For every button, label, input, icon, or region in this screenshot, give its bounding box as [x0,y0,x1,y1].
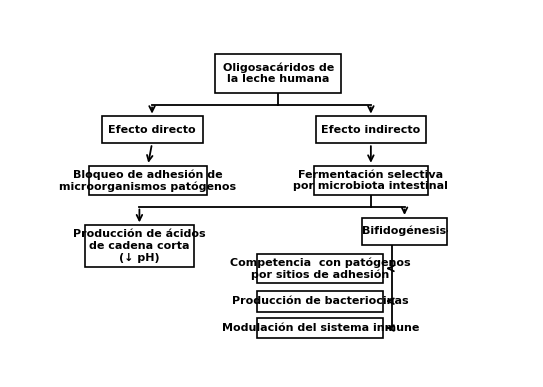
Text: Efecto indirecto: Efecto indirecto [321,125,420,135]
Text: Producción de bacteriocinas: Producción de bacteriocinas [232,296,409,306]
FancyBboxPatch shape [89,166,207,195]
Text: Oligosacáridos de
la leche humana: Oligosacáridos de la leche humana [223,62,334,84]
FancyBboxPatch shape [257,253,383,283]
Text: Competencia  con patógenos
por sitios de adhesión: Competencia con patógenos por sitios de … [230,257,411,280]
FancyBboxPatch shape [215,54,342,92]
FancyBboxPatch shape [85,225,194,267]
Text: Modulación del sistema inmune: Modulación del sistema inmune [222,323,419,333]
Text: Bloqueo de adhesión de
microorganismos patógenos: Bloqueo de adhesión de microorganismos p… [59,169,236,192]
Text: Bifidogénesis: Bifidogénesis [363,226,446,236]
FancyBboxPatch shape [257,291,383,312]
Text: Efecto directo: Efecto directo [108,125,196,135]
Text: Producción de ácidos
de cadena corta
(↓ pH): Producción de ácidos de cadena corta (↓ … [73,229,206,263]
FancyBboxPatch shape [102,116,203,143]
FancyBboxPatch shape [316,116,426,143]
FancyBboxPatch shape [314,166,428,195]
Text: Fermentación selectiva
por microbiota intestinal: Fermentación selectiva por microbiota in… [293,170,449,191]
FancyBboxPatch shape [363,218,447,245]
FancyBboxPatch shape [257,318,383,339]
